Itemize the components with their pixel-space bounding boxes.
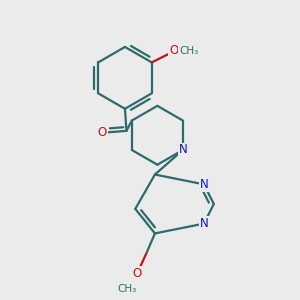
Text: N: N xyxy=(200,178,208,191)
Text: CH₃: CH₃ xyxy=(179,46,198,56)
Text: N: N xyxy=(200,217,208,230)
Text: O: O xyxy=(98,126,106,139)
Text: O: O xyxy=(169,44,178,57)
Text: O: O xyxy=(133,267,142,280)
Text: N: N xyxy=(179,143,188,157)
Text: CH₃: CH₃ xyxy=(117,284,136,294)
